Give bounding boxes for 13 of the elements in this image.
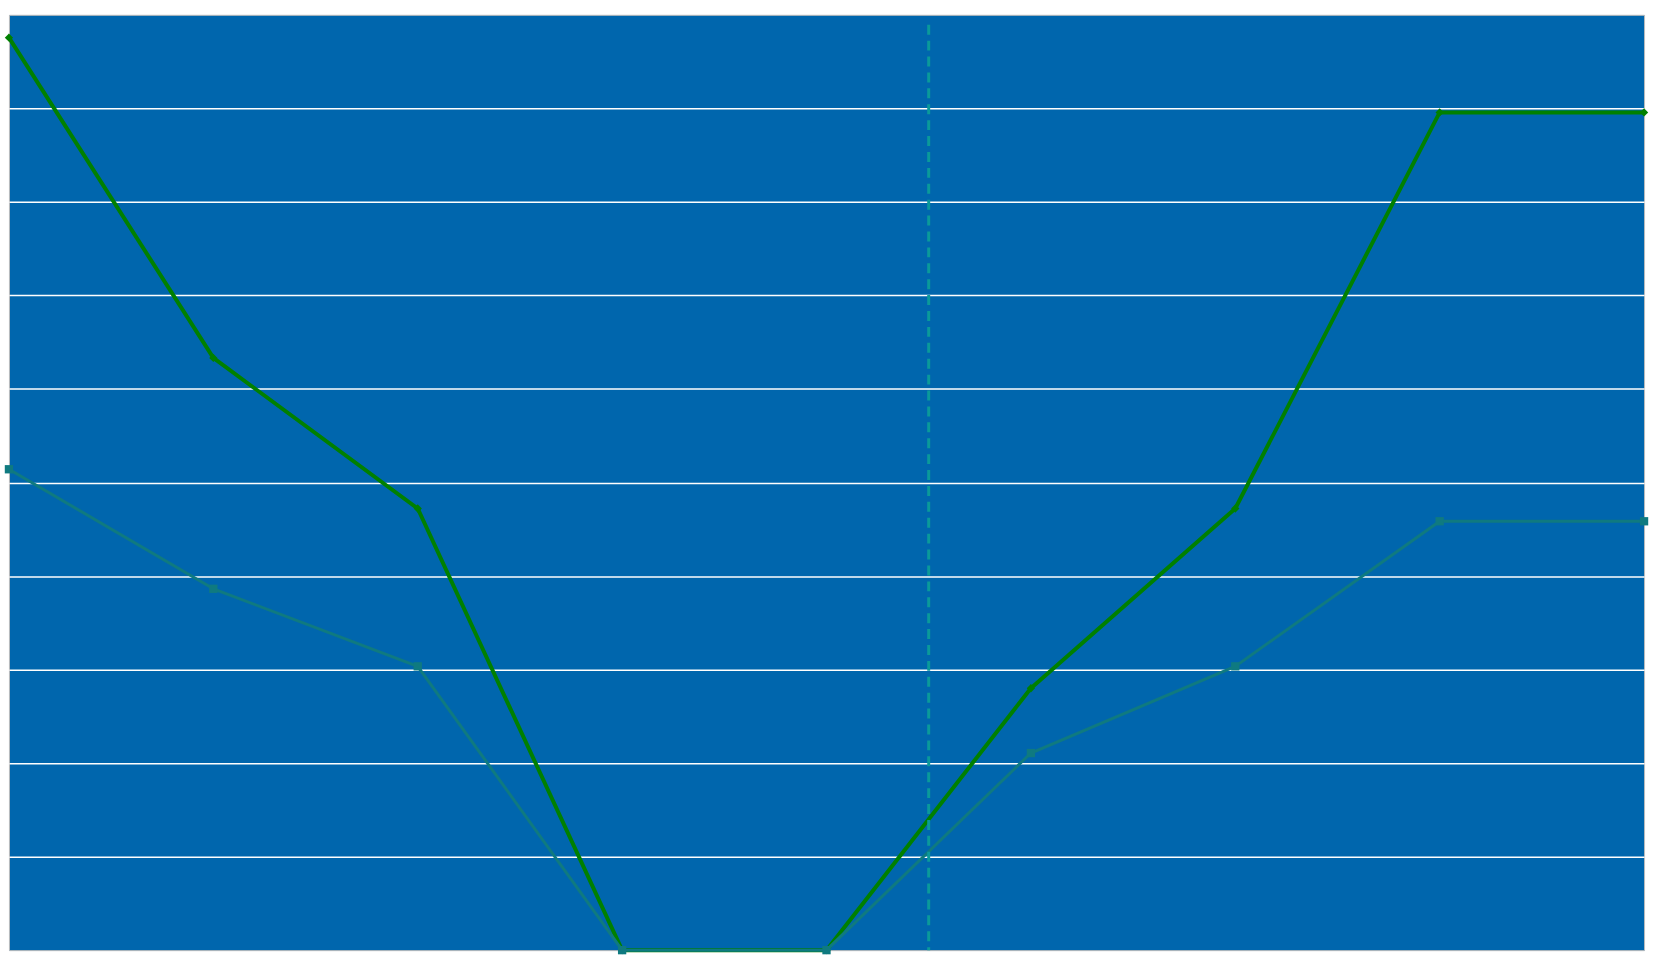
- point: [413, 504, 422, 513]
- point: [1639, 517, 1649, 526]
- point: [4, 33, 14, 42]
- point: [1231, 662, 1240, 671]
- point: [1231, 504, 1240, 513]
- point: [1026, 748, 1036, 758]
- point: [1026, 684, 1036, 693]
- point: [209, 584, 218, 593]
- point: [413, 662, 422, 671]
- point: [1435, 108, 1444, 117]
- point: [209, 353, 218, 363]
- point: [4, 465, 14, 474]
- point: [1435, 517, 1444, 526]
